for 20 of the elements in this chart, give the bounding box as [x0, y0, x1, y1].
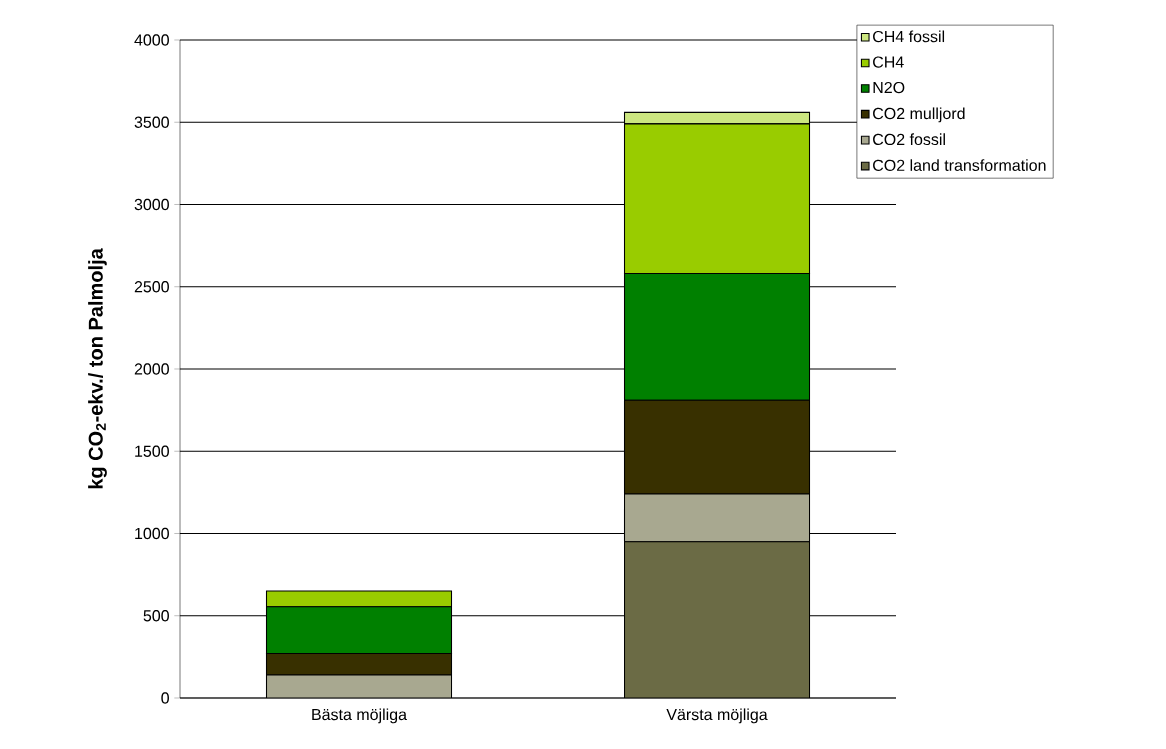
- y-axis-title: kg CO$_{2}$-ekv./ ton Palmolja: [88, 248, 107, 489]
- legend-label: CH4 fossil: [873, 30, 945, 43]
- y-tick-label: 2000: [134, 363, 169, 375]
- bar: [623, 493, 811, 543]
- legend-label: CO2 mulljord: [873, 107, 965, 123]
- y-tick-label: 3500: [134, 116, 169, 128]
- legend-label: CO2 fossil: [873, 133, 945, 146]
- bar: [265, 674, 453, 698]
- legend-label: N2O: [873, 81, 905, 94]
- y-tick-label: 500: [143, 610, 169, 622]
- legend-label: CH4: [873, 56, 904, 68]
- y-tick-label: 2500: [134, 281, 169, 293]
- y-tick-label: 1000: [135, 527, 169, 540]
- x-tick-label: Värsta möjliga: [666, 708, 768, 724]
- y-tick-label: 1500: [135, 445, 169, 457]
- y-tick-label: 3000: [134, 198, 169, 211]
- legend-label: CO2 land transformation: [873, 159, 1046, 171]
- y-tick-label: 0: [161, 692, 169, 704]
- x-tick-label: Bästa möjliga: [312, 708, 407, 724]
- y-tick-label: 4000: [134, 34, 169, 46]
